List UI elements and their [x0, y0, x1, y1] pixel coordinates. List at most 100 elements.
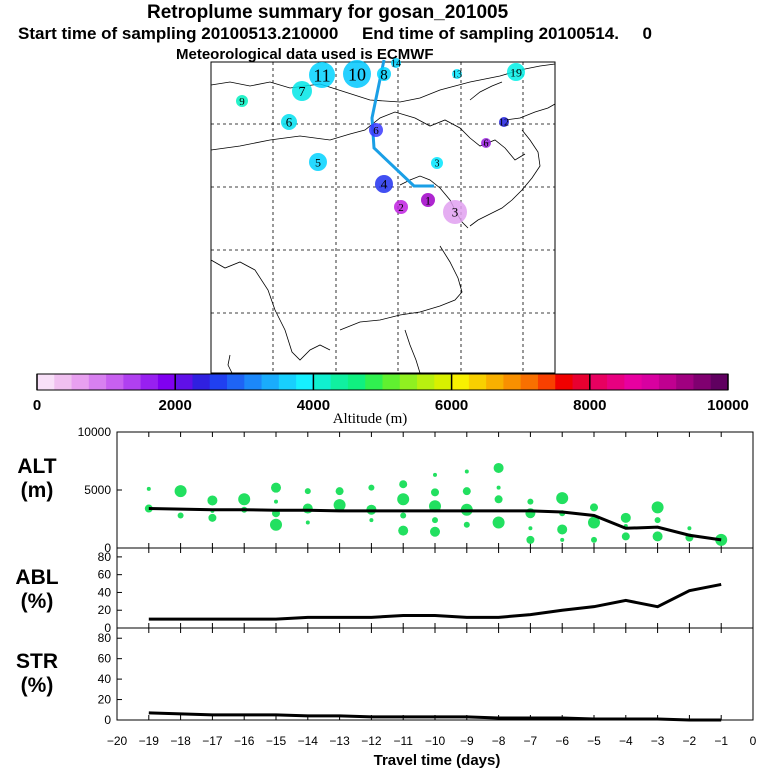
colorbar-swatch	[710, 374, 729, 390]
colorbar-swatch	[468, 374, 487, 390]
map-coastline	[469, 81, 503, 101]
plume-cluster-marker	[391, 58, 401, 68]
colorbar-swatch	[693, 374, 712, 390]
x-tick-label: −19	[139, 734, 160, 748]
panel-ylabel: STR	[16, 650, 58, 673]
map-coastline	[210, 259, 331, 361]
altitude-scatter-point	[400, 512, 407, 519]
colorbar-swatch	[417, 374, 435, 390]
altitude-scatter-point	[368, 484, 375, 491]
plume-cluster-marker	[452, 69, 462, 79]
map-coastline	[504, 103, 556, 121]
panel-ylabel: ALT	[17, 455, 56, 478]
plume-cluster-label: 4	[381, 177, 388, 192]
str-fraction-line	[148, 711, 722, 722]
colorbar-swatch	[175, 374, 193, 390]
altitude-scatter-point	[462, 487, 471, 496]
altitude-scatter-point	[177, 512, 184, 519]
x-tick-label: −13	[329, 734, 350, 748]
plume-cluster-label: 19	[510, 65, 522, 79]
plume-cluster-label: 13	[452, 70, 462, 81]
colorbar-swatch	[572, 374, 591, 390]
map-coastline	[469, 129, 541, 227]
colorbar-swatch	[434, 374, 453, 390]
x-tick-label: −7	[524, 734, 538, 748]
x-tick-label: −20	[107, 734, 128, 748]
colorbar-swatch	[658, 374, 677, 390]
y-tick-label: 60	[98, 568, 112, 582]
x-tick-label: −18	[170, 734, 191, 748]
plume-cluster-marker	[309, 62, 335, 88]
altitude-scatter-point	[238, 493, 251, 506]
altitude-scatter-point	[494, 495, 503, 504]
colorbar-swatch	[399, 374, 418, 390]
x-tick-label: −6	[555, 734, 569, 748]
map-coastline	[404, 329, 421, 374]
altitude-scatter-point	[397, 493, 410, 506]
altitude-scatter-point	[369, 518, 374, 523]
colorbar-swatch	[641, 374, 660, 390]
altitude-scatter-point	[687, 526, 692, 531]
plume-cluster-marker	[292, 81, 312, 101]
colorbar-tick-label: 2000	[159, 397, 192, 414]
colorbar-swatch	[347, 374, 366, 390]
altitude-scatter-point	[620, 512, 631, 523]
altitude-scatter-point	[493, 462, 504, 473]
plume-cluster-marker	[369, 123, 383, 137]
colorbar-swatch	[192, 374, 211, 390]
colorbar-swatch	[537, 374, 556, 390]
plume-cluster-label: 1	[425, 193, 431, 207]
y-tick-label: 80	[98, 631, 112, 645]
plume-cluster-label: 10	[348, 64, 366, 84]
altitude-scatter-point	[621, 532, 630, 541]
plume-cluster-label: 3	[452, 205, 459, 220]
plume-cluster-label: 7	[299, 85, 306, 100]
y-tick-label: 20	[98, 603, 112, 617]
plume-cluster-label: 8	[380, 67, 388, 83]
altitude-scatter-point	[270, 518, 282, 531]
plume-cluster-marker	[394, 200, 408, 214]
plume-cluster-label: 12	[499, 118, 509, 129]
colorbar-swatch	[382, 374, 401, 390]
y-tick-label: 60	[98, 652, 112, 666]
y-tick-label: 80	[98, 550, 112, 564]
colorbar-swatch	[88, 374, 107, 390]
colorbar-swatch	[520, 374, 539, 390]
colorbar-swatch	[555, 374, 574, 390]
x-tick-label: −16	[234, 734, 255, 748]
plume-cluster-marker	[443, 200, 467, 224]
altitude-scatter-point	[588, 516, 600, 529]
x-tick-label: −11	[393, 734, 413, 748]
trajectory-track	[370, 59, 434, 188]
colorbar-swatch	[71, 374, 90, 390]
y-tick-label: 10000	[78, 425, 112, 439]
x-tick-label: −17	[202, 734, 223, 748]
altitude-scatter-point	[274, 499, 278, 504]
x-tick-label: −15	[266, 734, 287, 748]
plume-cluster-marker	[431, 157, 443, 169]
x-tick-label: −12	[361, 734, 382, 748]
panel-ylabel-unit: (%)	[21, 590, 54, 613]
altitude-scatter-point	[556, 492, 569, 505]
plume-cluster-label: 6	[373, 125, 379, 137]
colorbar-swatch	[209, 374, 228, 390]
x-tick-label: −1	[714, 734, 728, 748]
y-tick-label: 40	[98, 585, 112, 599]
plume-cluster-marker	[499, 117, 509, 127]
colorbar-swatch	[140, 374, 159, 390]
colorbar-swatch	[330, 374, 349, 390]
colorbar-swatch	[589, 374, 608, 390]
plume-cluster-label: 11	[313, 65, 330, 85]
y-tick-label: 5000	[84, 483, 111, 497]
altitude-scatter-point	[496, 485, 501, 490]
plume-cluster-marker	[343, 60, 371, 88]
panel-str	[116, 627, 754, 721]
altitude-scatter-point	[590, 503, 598, 512]
altitude-scatter-point	[335, 487, 344, 496]
altitude-scatter-point	[464, 469, 469, 474]
plume-cluster-marker	[377, 67, 391, 81]
colorbar-tick-label: 8000	[573, 397, 606, 414]
altitude-scatter-point	[271, 482, 281, 493]
